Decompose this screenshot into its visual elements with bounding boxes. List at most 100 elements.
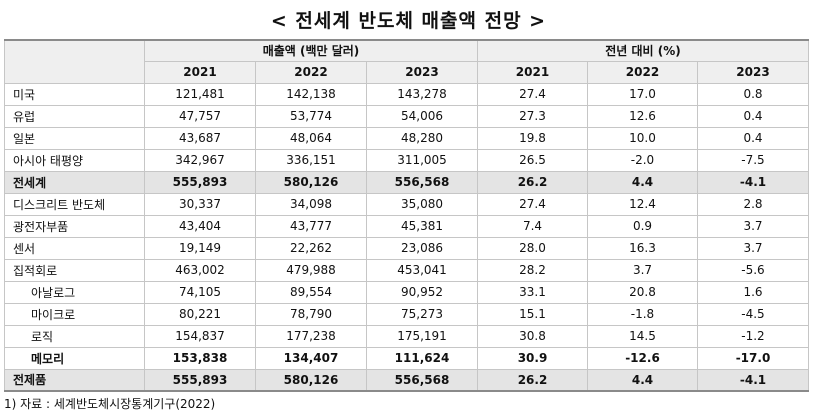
table-cell: 90,952 [366,280,478,304]
table-cell: 556,568 [366,368,478,392]
table-cell: 74,105 [144,280,256,304]
table-cell: 580,126 [255,170,367,194]
table-cell: 48,064 [255,126,367,150]
header-year: 2021 [144,60,256,84]
table-cell: 463,002 [144,258,256,282]
row-label: 유럽 [4,104,145,128]
table-cell: 121,481 [144,82,256,106]
table-cell: -7.5 [697,148,809,172]
table-cell: 30.9 [477,346,588,370]
header-row-groups: 매출액 (백만 달러) 전년 대비 (%) [4,39,809,84]
table-cell: 17.0 [587,82,698,106]
table-cell: -1.8 [587,302,698,326]
row-label: 아날로그 [4,280,145,304]
row-label: 일본 [4,126,145,150]
table-cell: 28.0 [477,236,588,260]
table-cell: 26.5 [477,148,588,172]
table-cell: 3.7 [697,236,809,260]
table-cell: 175,191 [366,324,478,348]
table-cell: 555,893 [144,368,256,392]
table-cell: 43,687 [144,126,256,150]
table-cell: 26.2 [477,170,588,194]
table-cell: 35,080 [366,192,478,216]
table-cell: 453,041 [366,258,478,282]
table-cell: 134,407 [255,346,367,370]
row-label: 센서 [4,236,145,260]
table-cell: 53,774 [255,104,367,128]
table-cell: 89,554 [255,280,367,304]
header-corner-cell [4,39,145,84]
table-row: 아날로그 74,105 89,554 90,952 33.1 20.8 1.6 [4,280,809,304]
header-yoy-group: 전년 대비 (%) [477,39,809,62]
table-cell: 12.4 [587,192,698,216]
table-cell: 43,404 [144,214,256,238]
row-label: 아시아 태평양 [4,148,145,172]
table-row: 전세계 555,893 580,126 556,568 26.2 4.4 -4.1 [4,170,809,194]
table-cell: 27.3 [477,104,588,128]
table-cell: 19.8 [477,126,588,150]
table-cell: 23,086 [366,236,478,260]
semiconductor-revenue-table: 매출액 (백만 달러) 전년 대비 (%) 2021 2022 2023 202… [4,39,809,392]
table-row: 메모리 153,838 134,407 111,624 30.9 -12.6 -17.0 [4,346,809,370]
table-cell: 7.4 [477,214,588,238]
table-cell: 80,221 [144,302,256,326]
table-cell: -1.2 [697,324,809,348]
table-row: 일본 43,687 48,064 48,280 19.8 10.0 0.4 [4,126,809,150]
table-cell: 154,837 [144,324,256,348]
header-year: 2023 [697,60,809,84]
table-cell: 1.6 [697,280,809,304]
table-cell: 4.4 [587,170,698,194]
table-row: 센서 19,149 22,262 23,086 28.0 16.3 3.7 [4,236,809,260]
table-row: 디스크리트 반도체 30,337 34,098 35,080 27.4 12.4 2.8 [4,192,809,216]
table-cell: 0.4 [697,126,809,150]
header-year: 2021 [477,60,588,84]
table-cell: 142,138 [255,82,367,106]
table-cell: 4.4 [587,368,698,392]
table-cell: 479,988 [255,258,367,282]
table-cell: 311,005 [366,148,478,172]
table-cell: 27.4 [477,82,588,106]
table-cell: 34,098 [255,192,367,216]
footnote-source: 1) 자료 : 세계반도체시장통계기구(2022) [4,397,216,411]
row-label: 마이크로 [4,302,145,326]
table-row: 로직 154,837 177,238 175,191 30.8 14.5 -1.2 [4,324,809,348]
header-year: 2023 [366,60,478,84]
row-label: 로직 [4,324,145,348]
table-cell: 556,568 [366,170,478,194]
table-cell: 75,273 [366,302,478,326]
table-cell: 19,149 [144,236,256,260]
table-cell: 10.0 [587,126,698,150]
table-row: 미국 121,481 142,138 143,278 27.4 17.0 0.8 [4,82,809,106]
table-cell: 0.8 [697,82,809,106]
row-label: 광전자부품 [4,214,145,238]
row-label: 미국 [4,82,145,106]
table-cell: 26.2 [477,368,588,392]
table-cell: 580,126 [255,368,367,392]
table-row: 광전자부품 43,404 43,777 45,381 7.4 0.9 3.7 [4,214,809,238]
header-year: 2022 [255,60,367,84]
table-cell: -4.1 [697,170,809,194]
row-label: 전제품 [4,368,145,392]
table-cell: 2.8 [697,192,809,216]
table-cell: 3.7 [697,214,809,238]
table-cell: 16.3 [587,236,698,260]
table-cell: 111,624 [366,346,478,370]
table-cell: 14.5 [587,324,698,348]
header-row-years: 2021 2022 2023 2021 2022 2023 [5,60,809,84]
table-cell: 45,381 [366,214,478,238]
table-cell: 43,777 [255,214,367,238]
table-row: 유럽 47,757 53,774 54,006 27.3 12.6 0.4 [4,104,809,128]
table-cell: 12.6 [587,104,698,128]
table-cell: 342,967 [144,148,256,172]
table-cell: 3.7 [587,258,698,282]
table-row: 집적회로 463,002 479,988 453,041 28.2 3.7 -5.6 [4,258,809,282]
table-cell: 0.9 [587,214,698,238]
table-row: 아시아 태평양 342,967 336,151 311,005 26.5 -2.0 -7.5 [4,148,809,172]
table-row: 마이크로 80,221 78,790 75,273 15.1 -1.8 -4.5 [4,302,809,326]
table-row: 전제품 555,893 580,126 556,568 26.2 4.4 -4.1 [4,368,809,392]
table-cell: 20.8 [587,280,698,304]
table-cell: 78,790 [255,302,367,326]
table-cell: 0.4 [697,104,809,128]
table-cell: 27.4 [477,192,588,216]
row-label: 메모리 [4,346,145,370]
